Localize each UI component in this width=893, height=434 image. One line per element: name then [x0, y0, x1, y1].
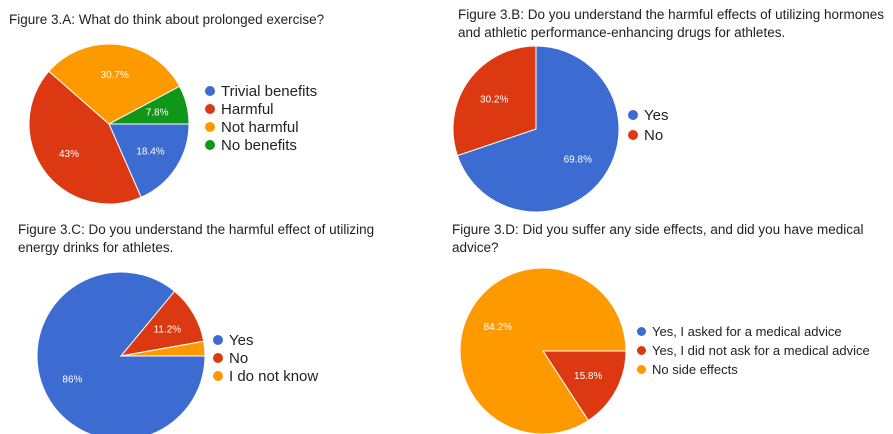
slice-value-label: 43% [59, 149, 79, 160]
legend-item-i-do-not-know: I do not know [213, 367, 318, 385]
pie-slice-yes [37, 271, 206, 434]
figure-3b-pie-chart: 69.8% 30.2% [452, 45, 620, 213]
legend-swatch [205, 122, 215, 132]
slice-value-label: 86% [62, 374, 82, 385]
legend-label: No side effects [652, 362, 738, 377]
slice-value-label: 30.7% [101, 70, 129, 81]
legend-swatch [213, 335, 223, 345]
figure-3b-legend: Yes No [628, 105, 668, 145]
figure-3d-legend: Yes, I asked for a medical advice Yes, I … [637, 322, 870, 379]
legend-item-harmful: Harmful [205, 100, 317, 118]
pie-slice-not-harmful [48, 43, 181, 125]
legend-label: I do not know [229, 367, 319, 385]
pie-slice-yes [456, 45, 620, 213]
figure-3a-title: Figure 3.A: What do think about prolonge… [9, 12, 325, 27]
legend-label: Trivial benefits [221, 82, 318, 100]
legend-swatch [213, 371, 223, 381]
pie-slice-i-do-not-know [120, 340, 206, 357]
figure-3a-pie-chart: 18.4% 43% 30.7% 7.8% [28, 43, 190, 205]
legend-item-yes: Yes [628, 105, 668, 125]
slice-value-label: 7.8% [146, 108, 169, 119]
slice-value-label: 84.2% [484, 322, 512, 333]
figure-3d-title: Figure 3.D: Did you suffer any side effe… [452, 222, 864, 255]
figure-3c-pie-chart: 86% 11.2% [37, 271, 206, 434]
pie-slice-no [452, 45, 537, 157]
figure-3c-title: Figure 3.C: Do you understand the harmfu… [18, 222, 375, 255]
legend-swatch [628, 110, 638, 120]
legend-swatch [628, 130, 638, 140]
pie-slice-trivial-benefits [108, 123, 190, 198]
pie-slice-yes-i-did-not-ask-for-a-medical-advice [542, 350, 627, 422]
pie-slice-no-benefits [108, 85, 190, 125]
legend-swatch [637, 327, 646, 336]
pie-slice-harmful [28, 70, 142, 205]
slice-value-label: 15.8% [574, 371, 602, 382]
legend-swatch [213, 353, 223, 363]
legend-item-no-side-effects: No side effects [637, 360, 870, 379]
legend-label: Yes, I asked for a medical advice [652, 324, 842, 339]
legend-swatch [637, 346, 646, 355]
slice-value-label: 30.2% [480, 95, 508, 106]
legend-label: Yes [644, 106, 669, 124]
legend-item-yes-i-did-not-ask-for-a-medical-advice: Yes, I did not ask for a medical advice [637, 341, 870, 360]
legend-swatch [205, 140, 215, 150]
legend-item-no: No [628, 125, 668, 145]
figure-3d-pie-chart: 15.8% 84.2% [459, 267, 627, 434]
legend-item-yes: Yes [213, 331, 318, 349]
legend-label: No [229, 349, 249, 367]
slice-value-label: 18.4% [136, 147, 164, 158]
pie-slice-no-side-effects [459, 267, 627, 434]
legend-label: Harmful [221, 100, 274, 118]
slice-value-label: 11.2% [154, 324, 182, 335]
figure-3a-legend: Trivial benefits Harmful Not harmful No ben… [205, 82, 317, 154]
legend-item-not-harmful: Not harmful [205, 118, 317, 136]
figure-3b-title: Figure 3.B: Do you understand the harmfu… [458, 7, 884, 40]
legend-item-yes-i-asked-for-a-medical-advice: Yes, I asked for a medical advice [637, 322, 870, 341]
legend-swatch [637, 365, 646, 374]
legend-label: No benefits [221, 136, 297, 154]
legend-label: Not harmful [221, 118, 299, 136]
figure-3c-legend: Yes No I do not know [213, 331, 318, 385]
legend-swatch [205, 104, 215, 114]
legend-item-no: No [213, 349, 318, 367]
legend-label: Yes, I did not ask for a medical advice [652, 343, 870, 358]
slice-value-label: 69.8% [564, 155, 592, 166]
legend-item-no-benefits: No benefits [205, 136, 317, 154]
legend-label: Yes [229, 331, 254, 349]
legend-swatch [205, 86, 215, 96]
legend-item-trivial-benefits: Trivial benefits [205, 82, 317, 100]
legend-label: No [644, 126, 664, 144]
